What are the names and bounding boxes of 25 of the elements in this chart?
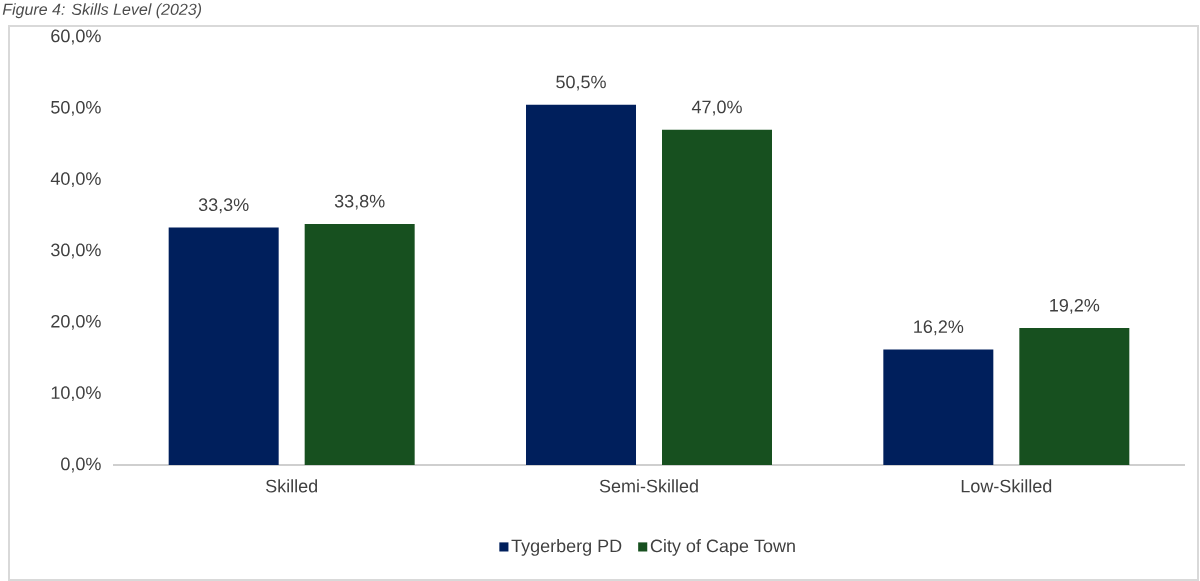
y-tick-label: 10,0% — [51, 386, 101, 402]
x-tick-label: Skilled — [265, 479, 318, 493]
y-tick-label: 60,0% — [51, 29, 101, 45]
y-tick-label: 30,0% — [51, 243, 101, 259]
bar — [883, 349, 994, 465]
legend-label: Tygerberg PD — [511, 539, 622, 556]
data-label: 33,8% — [334, 194, 385, 210]
data-label: 33,3% — [198, 198, 249, 214]
bar — [168, 227, 279, 465]
y-tick-label: 50,0% — [51, 100, 101, 116]
x-tick-label: Semi-Skilled — [599, 479, 698, 493]
bar — [662, 129, 772, 465]
bar — [304, 223, 415, 465]
y-tick-label: 40,0% — [50, 172, 101, 188]
data-label: 19,2% — [1050, 298, 1100, 314]
legend-label: City of Cape Town — [650, 539, 795, 556]
data-label: 50,5% — [556, 75, 606, 91]
y-tick-label: 20,0% — [51, 314, 101, 330]
y-tick-label: 0,0% — [61, 457, 101, 473]
data-label: 47,0% — [691, 100, 742, 116]
bar — [1019, 328, 1130, 465]
data-label: 16,2% — [914, 320, 964, 336]
x-tick-label: Low-Skilled — [961, 479, 1052, 493]
bar — [526, 104, 636, 465]
chart-title: Figure 4: Skills Level (2023) — [2, 3, 202, 19]
